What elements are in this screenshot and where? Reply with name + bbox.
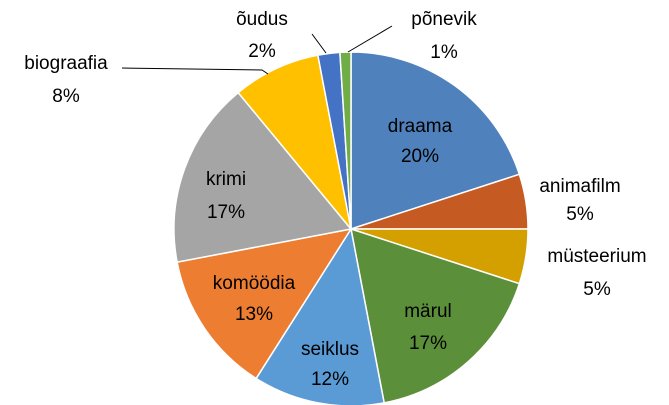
pie-slice <box>350 51 521 231</box>
leader-line <box>311 33 327 54</box>
pie-slice <box>173 91 353 264</box>
category-label: õudus <box>236 9 288 30</box>
category-label: seiklus <box>301 339 359 360</box>
pie-slice <box>255 226 386 405</box>
value-label: 17% <box>409 333 447 354</box>
leader-lines <box>121 25 393 75</box>
value-label: 2% <box>248 41 276 62</box>
pie-slice <box>350 227 521 404</box>
pie-slice <box>176 227 353 380</box>
value-label: 17% <box>207 202 245 223</box>
pie <box>173 51 529 405</box>
category-label: draama <box>388 116 453 137</box>
category-label: põnevik <box>411 9 477 30</box>
category-label: krimi <box>206 169 246 190</box>
leader-line <box>121 67 269 75</box>
pie-slice <box>237 54 352 230</box>
value-label: 8% <box>52 86 80 107</box>
category-label: müsteerium <box>547 246 646 267</box>
leader-line <box>347 25 393 53</box>
category-label: animafilm <box>539 176 620 197</box>
value-label: 5% <box>566 204 594 225</box>
value-label: 20% <box>401 146 439 167</box>
category-label: märul <box>404 301 452 322</box>
value-label: 5% <box>583 279 611 300</box>
category-label: biograafia <box>24 53 108 74</box>
category-label: komöödia <box>213 273 296 294</box>
pie-slice <box>339 51 352 230</box>
value-label: 13% <box>235 304 273 325</box>
value-label: 1% <box>430 42 458 63</box>
value-label: 12% <box>311 369 349 390</box>
